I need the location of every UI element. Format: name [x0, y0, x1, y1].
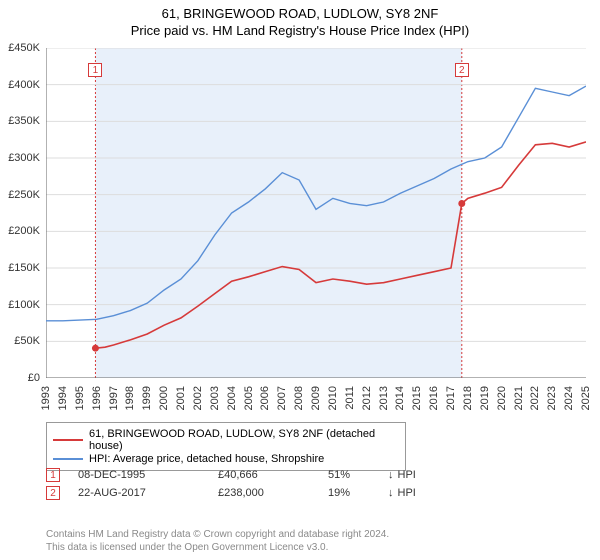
sale-row-marker: 1: [46, 468, 60, 482]
y-tick-label: £450K: [8, 42, 40, 54]
sale-row: 2 22-AUG-2017£238,00019%↓ HPI: [46, 486, 586, 500]
y-tick-label: £400K: [8, 79, 40, 91]
x-tick-label: 1993: [40, 386, 52, 410]
x-tick-label: 2014: [394, 386, 406, 410]
legend-item: 61, BRINGEWOOD ROAD, LUDLOW, SY8 2NF (de…: [53, 428, 399, 452]
x-tick-label: 2012: [361, 386, 373, 410]
x-tick-label: 2018: [462, 386, 474, 410]
legend-swatch: [53, 458, 83, 460]
sale-date: 08-DEC-1995: [78, 469, 218, 481]
x-tick-label: 2019: [479, 386, 491, 410]
sale-diff-label: HPI: [398, 487, 416, 499]
sale-diff-pct: 19%: [328, 487, 388, 499]
x-tick-label: 2015: [411, 386, 423, 410]
footer-line2: This data is licensed under the Open Gov…: [46, 541, 389, 554]
x-tick-label: 2025: [580, 386, 592, 410]
x-tick-label: 2007: [276, 386, 288, 410]
x-tick-label: 2004: [226, 386, 238, 410]
y-tick-label: £150K: [8, 262, 40, 274]
x-tick-label: 2008: [293, 386, 305, 410]
title-block: 61, BRINGEWOOD ROAD, LUDLOW, SY8 2NF Pri…: [0, 0, 600, 40]
sale-row-marker: 2: [46, 486, 60, 500]
sale-diff-label: HPI: [398, 469, 416, 481]
x-tick-label: 2023: [546, 386, 558, 410]
x-tick-label: 2009: [310, 386, 322, 410]
x-tick-label: 2017: [445, 386, 457, 410]
sale-price: £40,666: [218, 469, 328, 481]
y-tick-label: £250K: [8, 189, 40, 201]
y-tick-label: £300K: [8, 152, 40, 164]
x-tick-label: 2021: [513, 386, 525, 410]
x-tick-label: 2020: [496, 386, 508, 410]
sale-price: £238,000: [218, 487, 328, 499]
y-tick-label: £100K: [8, 299, 40, 311]
footer-line1: Contains HM Land Registry data © Crown c…: [46, 528, 389, 541]
x-tick-label: 2001: [175, 386, 187, 410]
x-tick-label: 2000: [158, 386, 170, 410]
x-tick-label: 2003: [209, 386, 221, 410]
chart-container: 61, BRINGEWOOD ROAD, LUDLOW, SY8 2NF Pri…: [0, 0, 600, 560]
y-tick-label: £200K: [8, 225, 40, 237]
x-tick-label: 2005: [243, 386, 255, 410]
x-tick-label: 1994: [57, 386, 69, 410]
sale-marker-1: 1: [88, 63, 102, 77]
sale-date: 22-AUG-2017: [78, 487, 218, 499]
x-tick-label: 1998: [124, 386, 136, 410]
x-tick-label: 2024: [563, 386, 575, 410]
legend-label: 61, BRINGEWOOD ROAD, LUDLOW, SY8 2NF (de…: [89, 428, 399, 452]
x-tick-label: 1999: [141, 386, 153, 410]
x-tick-label: 2002: [192, 386, 204, 410]
sale-row: 1 08-DEC-1995£40,66651%↓ HPI: [46, 468, 586, 482]
x-tick-label: 2006: [259, 386, 271, 410]
chart-area: 12: [46, 48, 586, 378]
plot-svg: [46, 48, 586, 378]
y-tick-label: £50K: [14, 335, 40, 347]
x-tick-label: 1995: [74, 386, 86, 410]
x-tick-label: 2013: [378, 386, 390, 410]
title-subtitle: Price paid vs. HM Land Registry's House …: [0, 23, 600, 38]
x-tick-label: 2010: [327, 386, 339, 410]
legend-swatch: [53, 439, 83, 441]
x-tick-label: 2016: [428, 386, 440, 410]
down-arrow-icon: ↓: [388, 487, 394, 499]
x-tick-label: 2011: [344, 386, 356, 410]
title-address: 61, BRINGEWOOD ROAD, LUDLOW, SY8 2NF: [0, 6, 600, 21]
sale-marker-2: 2: [455, 63, 469, 77]
sale-rows: 1 08-DEC-1995£40,66651%↓ HPI 2 22-AUG-2017£2…: [46, 464, 586, 504]
x-tick-label: 1996: [91, 386, 103, 410]
y-tick-label: £0: [28, 372, 40, 384]
down-arrow-icon: ↓: [388, 469, 394, 481]
y-axis: £0£50K£100K£150K£200K£250K£300K£350K£400…: [0, 48, 44, 378]
x-tick-label: 2022: [529, 386, 541, 410]
y-tick-label: £350K: [8, 115, 40, 127]
x-axis: 1993199419951996199719981999200020012002…: [46, 380, 586, 420]
footer: Contains HM Land Registry data © Crown c…: [46, 528, 389, 554]
sale-diff-pct: 51%: [328, 469, 388, 481]
x-tick-label: 1997: [108, 386, 120, 410]
